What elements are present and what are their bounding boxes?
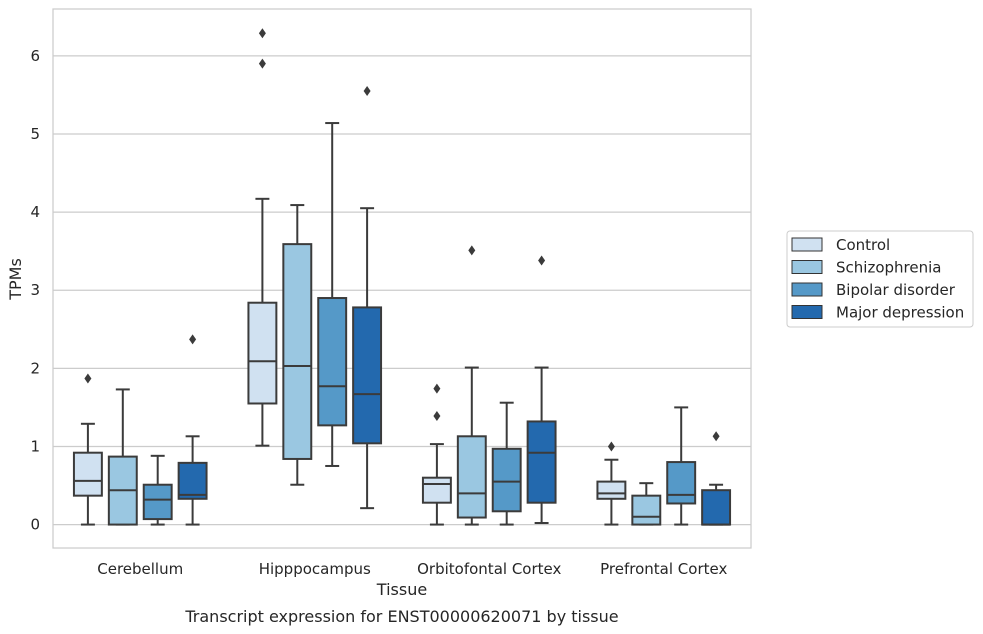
box <box>177 461 208 500</box>
legend-label: Bipolar disorder <box>836 281 956 299</box>
box-group <box>596 441 627 526</box>
box <box>352 306 383 445</box>
plot-boxes <box>72 28 732 526</box>
box-group <box>666 406 697 526</box>
chart-caption: Transcript expression for ENST0000062007… <box>184 607 618 626</box>
box-group <box>421 383 452 526</box>
legend-swatch <box>791 305 823 319</box>
box <box>421 476 452 504</box>
box-group <box>701 431 732 526</box>
outlier-point <box>607 441 615 452</box>
legend-swatch <box>791 237 823 252</box>
box <box>72 451 103 497</box>
box <box>491 447 522 513</box>
y-tick-label: 1 <box>30 437 40 455</box>
box-group <box>247 28 278 447</box>
y-tick-label: 0 <box>30 516 40 534</box>
y-tick-label: 6 <box>30 47 40 65</box>
outlier-point <box>538 255 546 266</box>
box-group <box>456 245 487 526</box>
outlier-point <box>84 373 92 384</box>
box <box>666 461 697 505</box>
y-axis-title: TPMs <box>6 258 25 301</box>
legend-label: Schizophrenia <box>836 259 941 277</box>
box-group <box>282 204 313 486</box>
box-group <box>526 255 557 525</box>
box <box>631 494 662 526</box>
box <box>247 301 278 405</box>
box <box>142 483 173 521</box>
outlier-point <box>468 245 476 256</box>
box <box>701 489 732 526</box>
box-group <box>72 373 103 526</box>
x-axis-title: Tissue <box>376 580 427 599</box>
y-tick-label: 4 <box>30 203 40 221</box>
y-tick-label: 5 <box>30 125 40 143</box>
box <box>282 243 313 460</box>
grid-lines <box>53 55 751 526</box>
legend-swatch <box>791 282 823 297</box>
outlier-point <box>433 383 441 394</box>
box-group <box>107 388 138 526</box>
y-tick-label: 3 <box>30 281 40 299</box>
outlier-point <box>363 86 371 97</box>
plot-frame <box>52 8 752 549</box>
legend-label: Control <box>836 236 890 254</box>
x-tick-label: Orbitofontal Cortex <box>417 560 561 578</box>
box-group <box>142 454 173 526</box>
x-tick-label: Prefrontal Cortex <box>600 560 727 578</box>
box-group <box>352 86 383 510</box>
outlier-point <box>258 28 266 39</box>
outlier-point <box>433 410 441 421</box>
outlier-point <box>189 334 197 345</box>
box-group <box>317 122 348 467</box>
y-tick-label: 2 <box>30 359 40 377</box>
legend-swatch <box>791 260 823 274</box>
x-tick-labels: Cerebellum Hipppocampus Orbitofontal Corte… <box>97 560 727 578</box>
box-group <box>491 401 522 526</box>
box <box>456 435 487 519</box>
box <box>526 420 557 504</box>
legend-label: Major depression <box>836 304 964 322</box>
outlier-point <box>712 431 720 442</box>
box-group <box>631 482 662 526</box>
box <box>596 480 627 500</box>
outlier-point <box>258 58 266 69</box>
legend-frame <box>786 230 974 328</box>
x-tick-label: Cerebellum <box>97 560 183 578</box>
box-group <box>177 334 208 526</box>
x-tick-label: Hipppocampus <box>259 560 371 578</box>
y-tick-labels: 0 1 2 3 4 5 6 <box>30 47 40 534</box>
legend: Control Schizophrenia Bipolar disorder Majo… <box>786 230 974 328</box>
box <box>317 297 348 427</box>
